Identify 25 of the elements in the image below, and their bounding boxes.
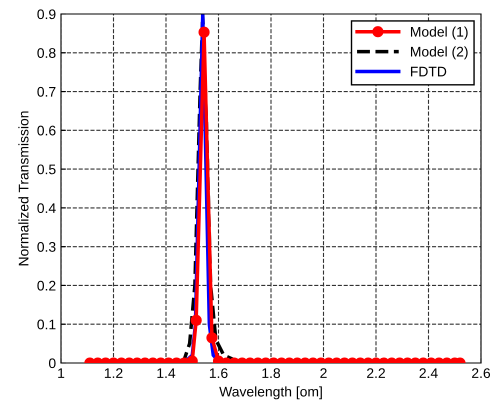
y-tick-label: 0.9 — [37, 9, 56, 20]
y-tick-label: 0.2 — [37, 280, 56, 291]
y-tick-label: 0.6 — [37, 126, 56, 136]
x-tick-label: 2.4 — [420, 368, 438, 378]
x-tick-label: 1 — [58, 368, 64, 378]
x-tick-label: 1.4 — [157, 368, 176, 378]
y-tick-label: 0.5 — [37, 164, 56, 174]
y-tick-label: 0.7 — [37, 86, 56, 97]
y-tick-label: 0.8 — [37, 48, 56, 58]
x-tick-label: 1.8 — [262, 368, 280, 378]
x-tick-label: 2 — [320, 368, 327, 378]
legend-label: Model (1) — [410, 26, 468, 40]
legend-label: Model (2) — [410, 46, 468, 60]
y-tick-label: 0.1 — [37, 320, 56, 330]
y-tick-label: 0.4 — [37, 203, 56, 214]
legend-label: FDTD — [410, 66, 446, 76]
x-tick-label: 1.2 — [104, 368, 122, 378]
x-tick-label: 1.6 — [210, 368, 228, 378]
x-tick-label: 2.6 — [472, 368, 490, 378]
point — [198, 26, 210, 38]
y-tick-label: 0.3 — [37, 242, 56, 252]
y-tick-label: 0 — [48, 358, 56, 368]
x-tick-label: 2.2 — [367, 368, 385, 378]
y-axis-title: Normalized Transmission — [18, 111, 29, 266]
x-axis-title: Wavelength [om] — [219, 386, 322, 400]
